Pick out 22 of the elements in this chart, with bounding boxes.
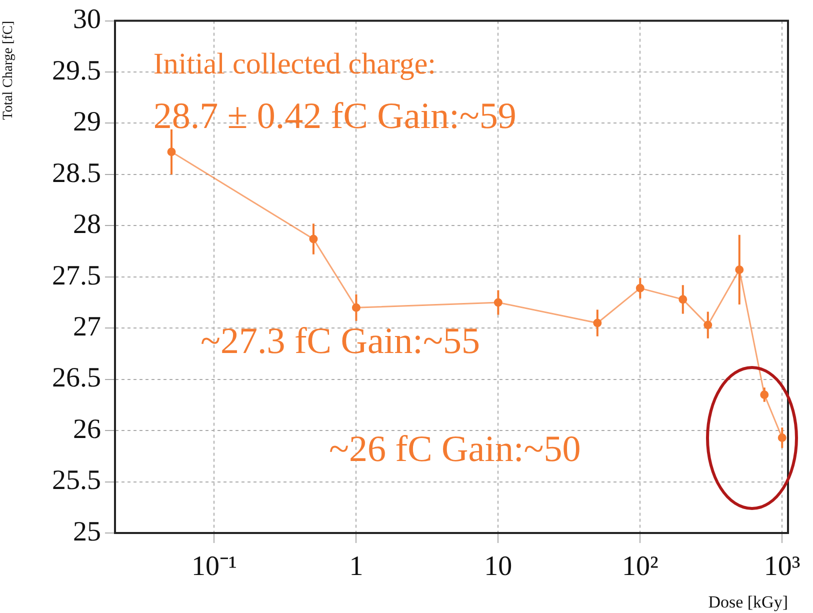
y-tick-label: 28.5 (52, 158, 101, 189)
annotation: Initial collected charge: (153, 48, 436, 81)
x-axis-title: Dose [kGy] (708, 592, 788, 612)
x-tick-label: 10 (484, 551, 512, 582)
y-tick-label: 27.5 (52, 260, 101, 292)
y-tick-label: 25 (73, 516, 101, 548)
y-tick-label: 25.5 (52, 465, 101, 496)
y-tick-label: 27 (73, 311, 101, 342)
annotation: ~27.3 fC Gain:~55 (200, 321, 480, 362)
x-tick-label: 1 (349, 551, 364, 582)
y-tick-label: 26.5 (52, 362, 101, 394)
x-tick-label: 10⁻¹ (192, 551, 237, 582)
x-tick-label: 10³ (764, 551, 800, 582)
y-tick-label: 26 (73, 414, 101, 445)
y-axis-title: Total Charge [fC] (1, 20, 16, 120)
y-tick-label: 29 (73, 106, 101, 138)
y-tick-label: 30 (73, 4, 101, 36)
annotation: 28.7 ± 0.42 fC Gain:~59 (153, 96, 516, 137)
y-tick-label: 29.5 (52, 55, 101, 86)
annotation: ~26 fC Gain:~50 (329, 428, 581, 470)
x-tick-label: 10² (622, 551, 658, 582)
y-tick-label: 28 (73, 209, 101, 240)
